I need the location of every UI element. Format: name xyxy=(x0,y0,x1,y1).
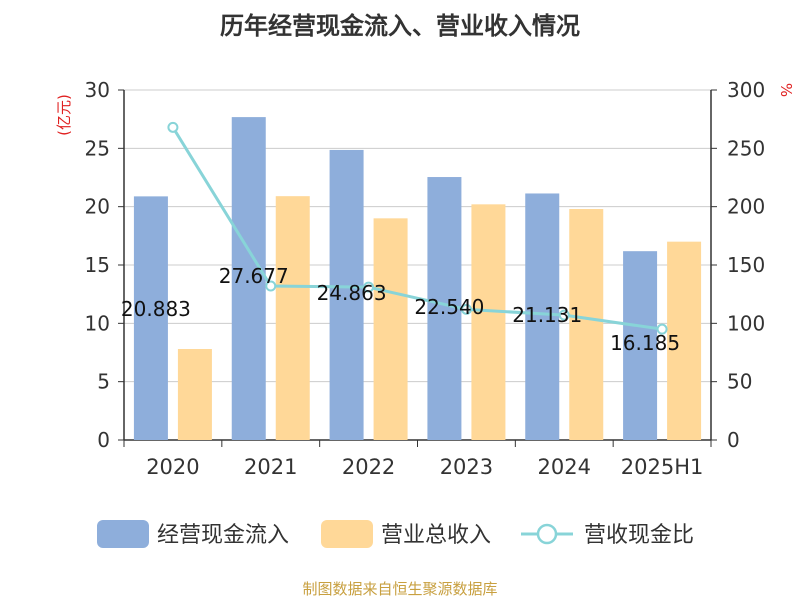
ratio-point xyxy=(656,323,668,335)
bar-revenue xyxy=(569,209,604,440)
x-tick-label: 2023 xyxy=(440,455,493,479)
y-right-tick-label: 50 xyxy=(727,370,752,394)
bar-revenue xyxy=(667,241,702,440)
y-left-tick-label: 5 xyxy=(97,370,110,394)
data-label: 20.883 xyxy=(121,297,191,321)
legend-label: 营收现金比 xyxy=(584,523,694,548)
chart-title: 历年经营现金流入、营业收入情况 xyxy=(220,12,580,40)
legend-label: 经营现金流入 xyxy=(157,523,289,548)
ratio-point xyxy=(558,309,570,321)
legend-marker xyxy=(536,523,558,545)
bar-cash-inflow xyxy=(329,149,364,440)
y-left-tick-label: 25 xyxy=(85,136,110,160)
x-tick-label: 2020 xyxy=(146,455,199,479)
ratio-point xyxy=(460,303,472,315)
bar-cash-inflow xyxy=(133,196,168,440)
y-left-tick-label: 10 xyxy=(85,311,110,335)
ratio-point xyxy=(265,280,277,292)
data-label: 21.131 xyxy=(512,303,582,327)
ratio-point xyxy=(363,281,375,293)
y-left-tick-label: 15 xyxy=(85,253,110,277)
y-right-tick-label: 300 xyxy=(727,78,765,102)
legend-swatch xyxy=(321,520,373,548)
bar-revenue xyxy=(275,196,310,440)
data-label: 22.540 xyxy=(414,295,484,319)
y-right-tick-label: 0 xyxy=(727,428,740,452)
data-label: 16.185 xyxy=(610,331,680,355)
bar-revenue xyxy=(177,349,212,440)
legend-swatch xyxy=(97,520,149,548)
bar-cash-inflow xyxy=(623,251,658,440)
y-right-axis-label: % xyxy=(777,83,795,97)
x-tick-label: 2024 xyxy=(538,455,591,479)
y-left-tick-label: 20 xyxy=(85,195,110,219)
legend: 经营现金流入 营业总收入 营收现金比 xyxy=(97,520,694,548)
y-right-tick-label: 250 xyxy=(727,136,765,160)
source-note: 制图数据来自恒生聚源数据库 xyxy=(302,580,498,598)
y-left-tick-label: 0 xyxy=(97,428,110,452)
legend-label: 营业总收入 xyxy=(381,523,491,548)
data-label: 27.677 xyxy=(219,264,289,288)
ratio-point xyxy=(167,121,179,133)
ratio-line-path xyxy=(171,126,663,331)
bars xyxy=(133,117,702,441)
y-right-tick-label: 200 xyxy=(727,195,765,219)
ratio-line xyxy=(167,121,668,335)
x-tick-label: 2021 xyxy=(244,455,297,479)
bar-revenue xyxy=(373,218,408,440)
x-tick-label: 2025H1 xyxy=(621,455,704,479)
data-labels: 20.883 27.677 24.863 22.540 21.131 16.185 xyxy=(121,264,680,355)
bar-cash-inflow xyxy=(525,193,560,440)
x-tick-label: 2022 xyxy=(342,455,395,479)
bar-cash-inflow xyxy=(427,177,462,441)
data-label: 24.863 xyxy=(317,281,387,305)
bar-revenue xyxy=(471,204,506,440)
y-left-axis-label: (亿元) xyxy=(55,94,73,136)
y-left-tick-label: 30 xyxy=(85,78,110,102)
y-right-tick-label: 100 xyxy=(727,311,765,335)
bar-cash-inflow xyxy=(231,117,266,440)
y-right-tick-label: 150 xyxy=(727,253,765,277)
